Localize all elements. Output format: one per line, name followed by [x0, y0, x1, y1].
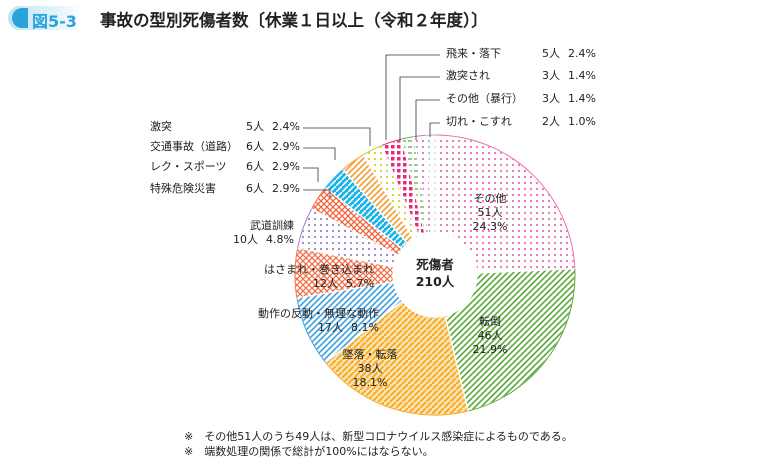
slice-name: 転倒 — [479, 315, 501, 328]
leader-line-12 — [415, 99, 440, 140]
slice-name: 特殊危険災害 — [150, 182, 216, 195]
slice-label-5: 武道訓練 10人 4.8% — [154, 219, 294, 247]
slice-edge-3 — [296, 297, 326, 363]
slice-edge-0 — [434, 134, 576, 269]
slice-edge-5 — [297, 208, 313, 249]
slice-label-3: 動作の反動・無理な動作 17人 8.1% — [239, 307, 379, 335]
slice-value: 6人 — [246, 160, 264, 173]
slice-label-13: 切れ・こすれ 2人 1.0% — [446, 115, 596, 129]
slice-percent: 4.8% — [266, 233, 294, 246]
slice-label-7: レク・スポーツ 6人 2.9% — [150, 160, 300, 174]
slice-name: レク・スポーツ — [150, 160, 227, 173]
slice-value: 10人 — [233, 233, 259, 246]
slice-label-4: はさまれ・巻き込まれ 12人 5.7% — [234, 263, 374, 291]
slice-value: 51人 — [477, 206, 503, 219]
slice-value: 3人 — [542, 92, 560, 105]
slice-label-8: 交通事故（道路） 6人 2.9% — [150, 140, 300, 154]
slice-value: 5人 — [246, 120, 264, 133]
slice-value: 6人 — [246, 140, 264, 153]
slice-percent: 24.3% — [472, 220, 508, 233]
slice-percent: 2.9% — [272, 182, 300, 195]
slice-percent: 2.4% — [272, 120, 300, 133]
chart-title: 事故の型別死傷者数〔休業１日以上（令和２年度）〕 — [100, 11, 488, 30]
slice-value: 3人 — [542, 69, 560, 82]
slice-percent: 1.0% — [568, 115, 596, 128]
center-label: 死傷者 210人 — [402, 256, 468, 290]
slice-name: 動作の反動・無理な動作 — [258, 307, 379, 320]
slice-edge-4 — [294, 247, 299, 299]
slice-name: はさまれ・巻き込まれ — [264, 263, 374, 276]
figure-badge: 図5-3 — [8, 6, 82, 31]
leader-line-10 — [385, 54, 440, 140]
leader-line-6 — [303, 189, 331, 197]
slice-edge-2 — [325, 361, 469, 416]
slice-label-11: 激突され 3人 1.4% — [446, 69, 596, 83]
slice-percent: 18.1% — [352, 376, 388, 389]
slice-edge-1 — [468, 268, 576, 412]
center-label-line1: 死傷者 — [416, 257, 454, 272]
slice-label-0: その他 51人 24.3% — [455, 192, 525, 234]
footnote-2: ※ 端数処理の関係で総計が100%にはならない。 — [184, 445, 434, 458]
slice-name: 激突され — [446, 69, 490, 82]
slice-value: 17人 — [318, 321, 344, 334]
slice-percent: 1.4% — [568, 92, 596, 105]
slice-value: 2人 — [542, 115, 560, 128]
slice-percent: 1.4% — [568, 69, 596, 82]
slice-label-6: 特殊危険災害 6人 2.9% — [150, 182, 300, 196]
leader-line-8 — [303, 147, 336, 160]
slice-name: 切れ・こすれ — [446, 115, 512, 128]
figure-number: 図5-3 — [32, 12, 77, 31]
slice-percent: 8.1% — [351, 321, 379, 334]
slice-name: 激突 — [150, 120, 172, 133]
slice-name: 飛来・落下 — [446, 47, 501, 60]
slice-value: 6人 — [246, 182, 264, 195]
slice-label-2: 墜落・転落 38人 18.1% — [335, 348, 405, 390]
slice-name: 交通事故（道路） — [150, 140, 238, 153]
slice-name: その他（暴行） — [446, 92, 523, 105]
leader-line-9 — [303, 127, 371, 146]
slice-percent: 2.9% — [272, 140, 300, 153]
slice-label-1: 転倒 46人 21.9% — [455, 315, 525, 357]
slice-label-9: 激突 5人 2.4% — [150, 120, 300, 134]
leader-line-13 — [429, 122, 440, 137]
leader-line-11 — [399, 76, 440, 140]
slice-percent: 2.9% — [272, 160, 300, 173]
slice-name: 武道訓練 — [250, 219, 294, 232]
slice-label-12: その他（暴行） 3人 1.4% — [446, 92, 596, 106]
slice-value: 38人 — [357, 362, 383, 375]
slice-name: 墜落・転落 — [342, 348, 398, 361]
slice-percent: 21.9% — [472, 343, 508, 356]
center-label-line2: 210人 — [415, 274, 455, 289]
slice-percent: 5.7% — [346, 277, 374, 290]
footnote-1: ※ その他51人のうち49人は、新型コロナウイルス感染症によるものである。 — [184, 430, 573, 443]
slice-percent: 2.4% — [568, 47, 596, 60]
slice-name: その他 — [473, 192, 507, 205]
slice-value: 5人 — [542, 47, 560, 60]
slice-label-10: 飛来・落下 5人 2.4% — [446, 47, 596, 61]
slice-value: 12人 — [313, 277, 339, 290]
slice-value: 46人 — [477, 329, 503, 342]
leader-line-7 — [303, 167, 319, 182]
